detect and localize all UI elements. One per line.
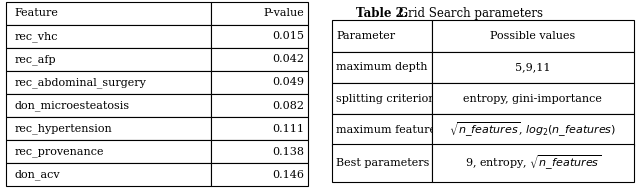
Text: Grid Search parameters: Grid Search parameters bbox=[396, 7, 543, 20]
Text: Table 2.: Table 2. bbox=[356, 7, 408, 20]
